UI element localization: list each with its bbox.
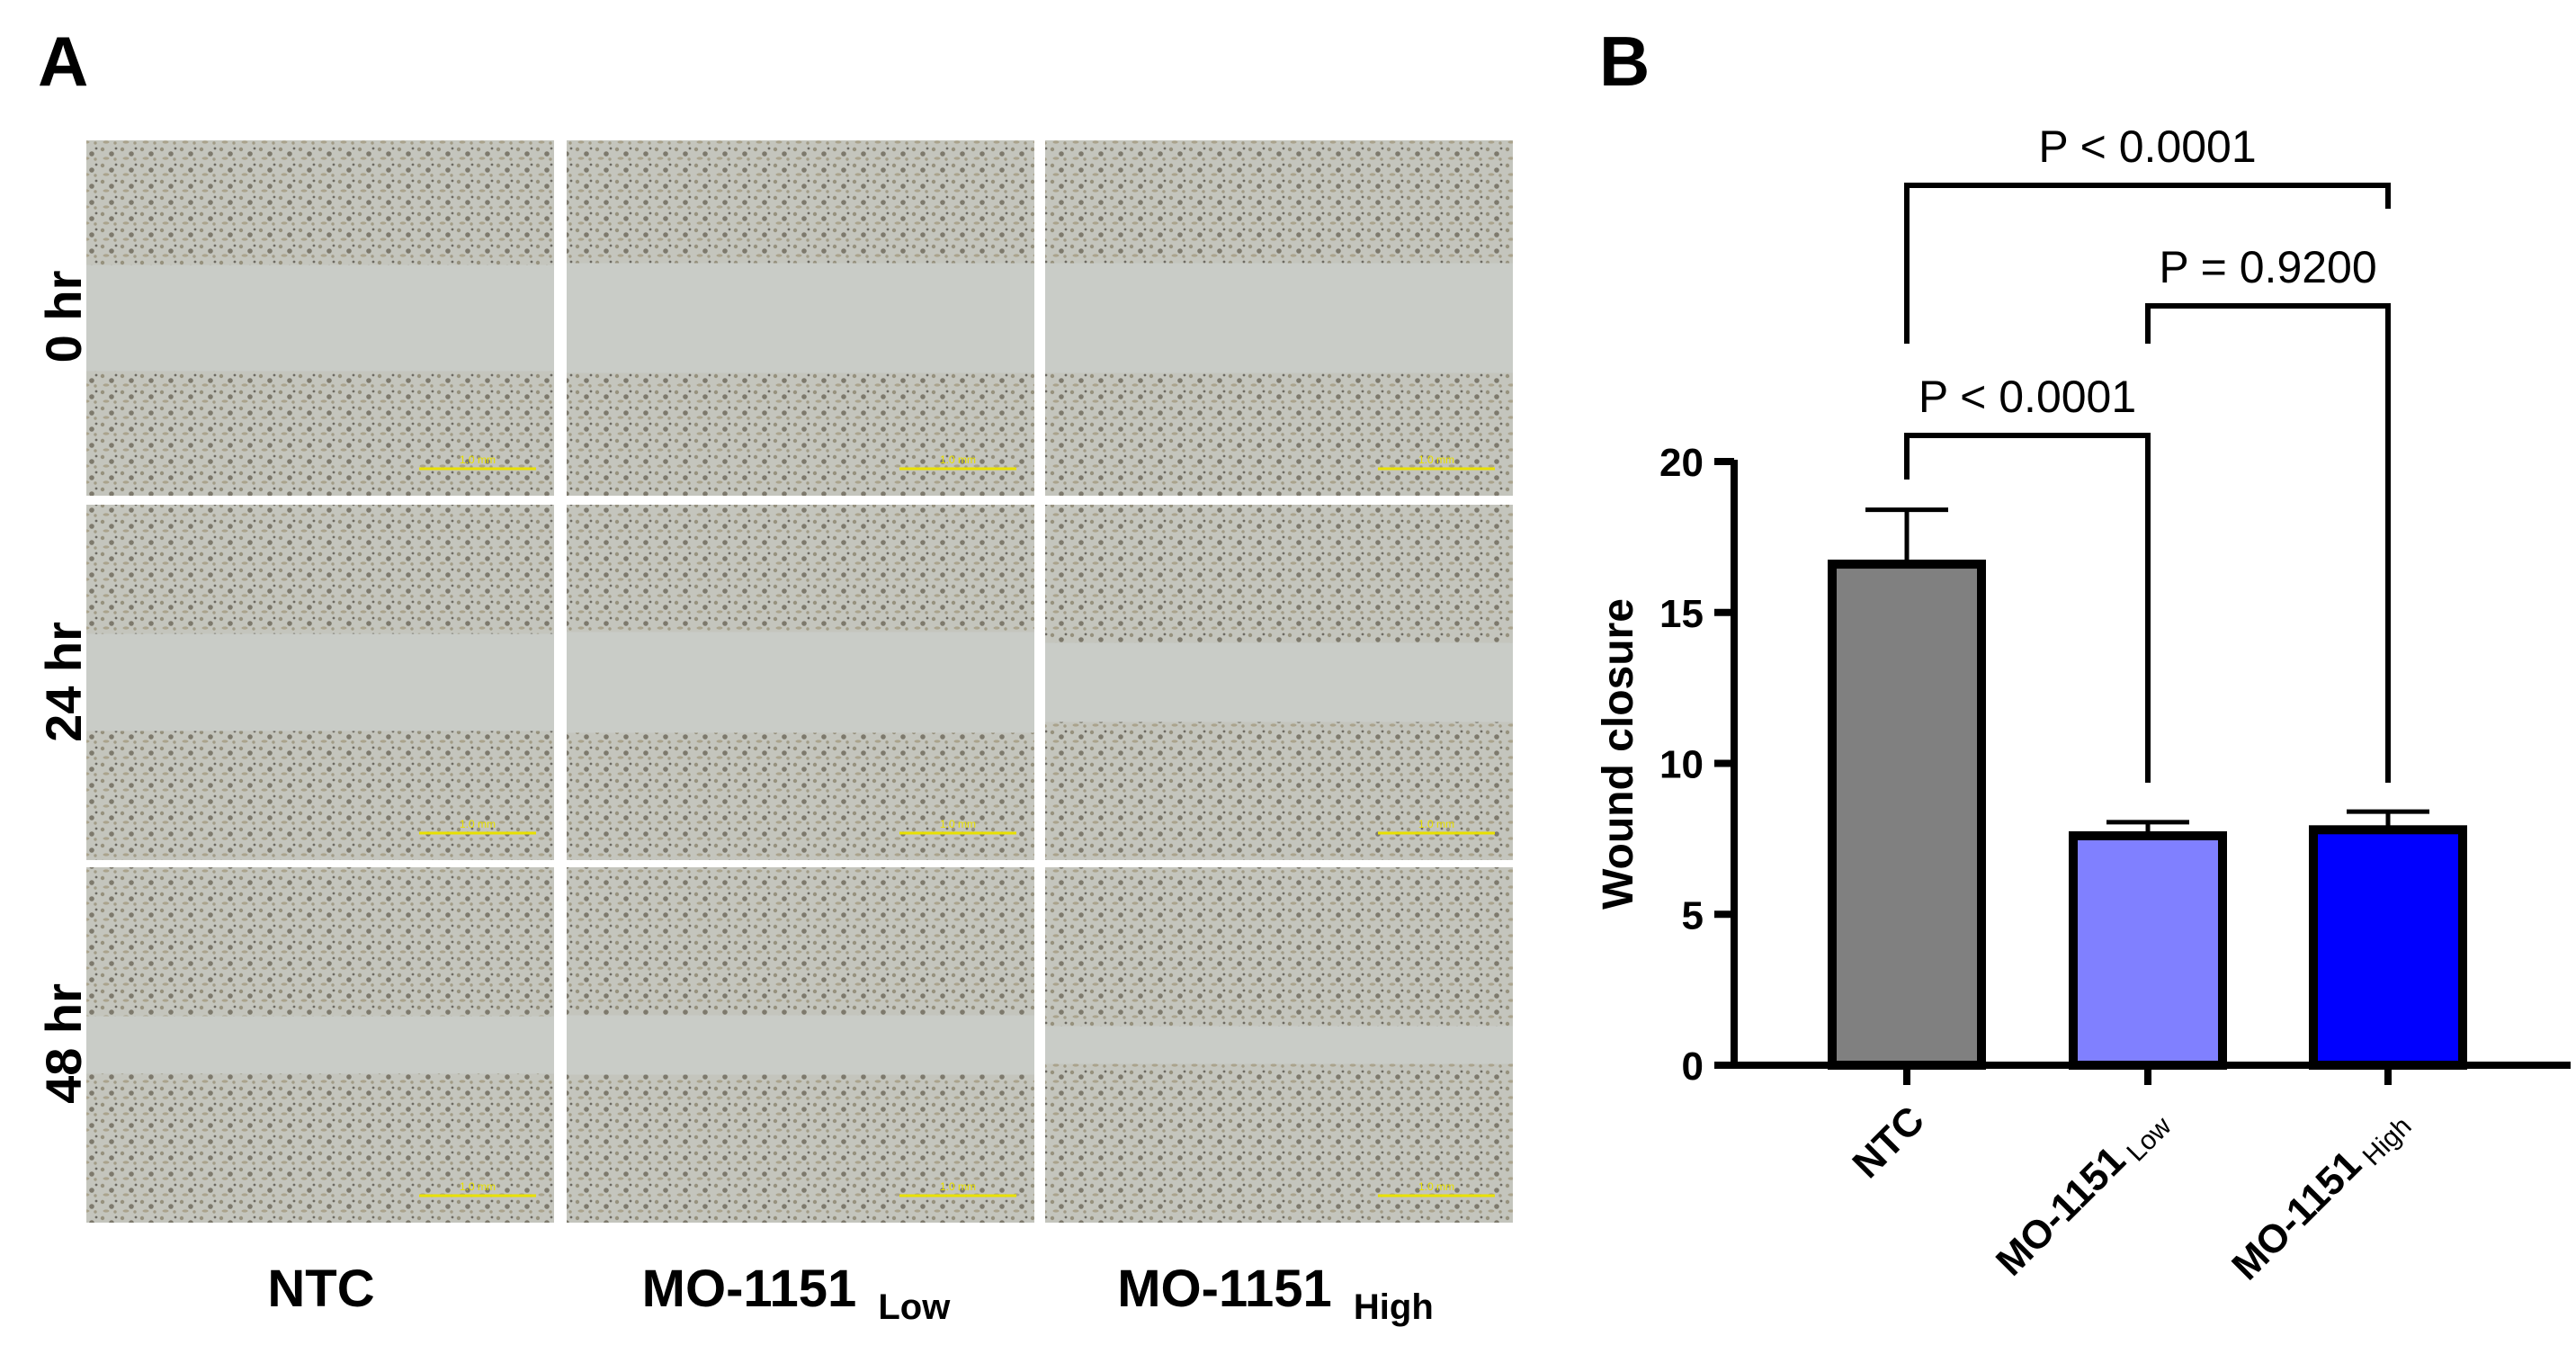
cell-monolayer-top [567,140,1034,264]
p-value-label: P < 0.0001 [1919,372,2136,422]
column-label-ntc: NTC [267,1260,374,1318]
bar [2069,831,2227,1071]
significance-bracket: P < 0.0001 [1904,121,2391,344]
column-label-mo-low-main: MO-1151 [642,1260,857,1318]
x-tick-label-sub: Low [2121,1111,2177,1167]
cell-monolayer-bottom [1045,722,1513,860]
cell-monolayer-top [86,140,554,265]
y-axis-label: Wound closure [1595,598,1642,910]
scale-bar-label: 1.0 mm [460,453,496,466]
micrograph-tile: 1.0 mm [1045,867,1513,1223]
scale-bar-label: 1.0 mm [1418,1180,1454,1193]
significance-bracket: P < 0.0001 [1904,372,2151,783]
bracket-line [1904,433,2151,783]
micrograph-tile: 1.0 mm [567,505,1034,860]
micrograph-tile: 1.0 mm [1045,505,1513,860]
cell-monolayer-bottom [86,731,554,860]
row-label-0hr: 0 hr [35,271,92,363]
cell-monolayer-top [567,505,1034,632]
column-label-mo-high-sub: High [1354,1287,1434,1327]
cell-monolayer-bottom [567,732,1034,860]
micrograph-tile: 1.0 mm [86,505,554,860]
scale-bar-label: 1.0 mm [1418,453,1454,466]
bracket-line [2145,303,2391,783]
y-tick-label: 0 [1682,1045,1704,1089]
y-tick-label: 10 [1659,743,1704,787]
column-label-mo-high: MO-1151 High [1117,1260,1434,1327]
cell-monolayer-top [1045,505,1513,643]
bracket-line [1904,183,2391,344]
x-tick-label-main: MO-1151 [1988,1138,2134,1285]
scale-bar-label: 1.0 mm [460,818,496,830]
panel-a: A 1.0 mm 1.0 mm 1.0 mm1.0 mm 1.0 mm 1.0 mm1.… [35,22,1513,1327]
scale-bar-label: 1.0 mm [940,818,976,830]
column-label-ntc-main: NTC [267,1260,374,1318]
micrograph-tile: 1.0 mm [567,140,1034,496]
p-value-label: P < 0.0001 [2038,121,2256,172]
cell-monolayer-bottom [86,371,554,496]
row-label-24hr: 24 hr [35,622,92,742]
y-tick-label: 20 [1659,441,1704,485]
cell-monolayer-bottom [86,1073,554,1223]
cell-monolayer-top [86,505,554,634]
cell-monolayer-top [1045,867,1513,1027]
panel-a-label: A [38,22,88,101]
micrograph-tile: 1.0 mm [567,867,1034,1223]
micrograph-grid: 1.0 mm 1.0 mm 1.0 mm 1.0 mm 1.0 mm 1.0 mm 1.0 … [86,140,1513,1223]
cell-monolayer-bottom [567,372,1034,496]
x-tick-label: MO-1151Low [1988,1098,2178,1287]
x-tick-label: NTC [1844,1098,1933,1187]
significance-bracket: P = 0.9200 [2145,242,2391,783]
cell-monolayer-bottom [1045,1063,1513,1223]
column-label-mo-high-main: MO-1151 [1117,1260,1332,1318]
panel-b-label: B [1599,22,1650,101]
scale-bar-label: 1.0 mm [460,1180,496,1193]
cell-monolayer-top [567,867,1034,1016]
column-label-mo-low: MO-1151 Low [642,1260,952,1327]
cell-monolayer-bottom [567,1074,1034,1223]
x-tick-label-main: NTC [1844,1098,1933,1187]
p-value-label: P = 0.9200 [2159,242,2376,292]
cell-monolayer-top [86,867,554,1017]
bar [2309,825,2467,1070]
scale-bar-label: 1.0 mm [1418,818,1454,830]
cell-monolayer-bottom [1045,372,1513,496]
column-label-mo-low-sub: Low [878,1287,951,1327]
micrograph-tile: 1.0 mm [86,140,554,496]
micrograph-tile: 1.0 mm [86,867,554,1223]
scale-bar-label: 1.0 mm [940,453,976,466]
micrograph-tile: 1.0 mm [1045,140,1513,496]
y-tick-label: 15 [1659,592,1704,636]
cell-monolayer-top [1045,140,1513,264]
x-tick-label-main: MO-1151 [2223,1143,2370,1289]
x-tick-label: MO-1151High [2223,1098,2417,1291]
bar [1828,560,1986,1070]
row-label-48hr: 48 hr [35,983,92,1104]
scale-bar-label: 1.0 mm [940,1180,976,1193]
y-tick-label: 5 [1682,893,1704,937]
x-tick-label-sub: High [2357,1111,2418,1171]
